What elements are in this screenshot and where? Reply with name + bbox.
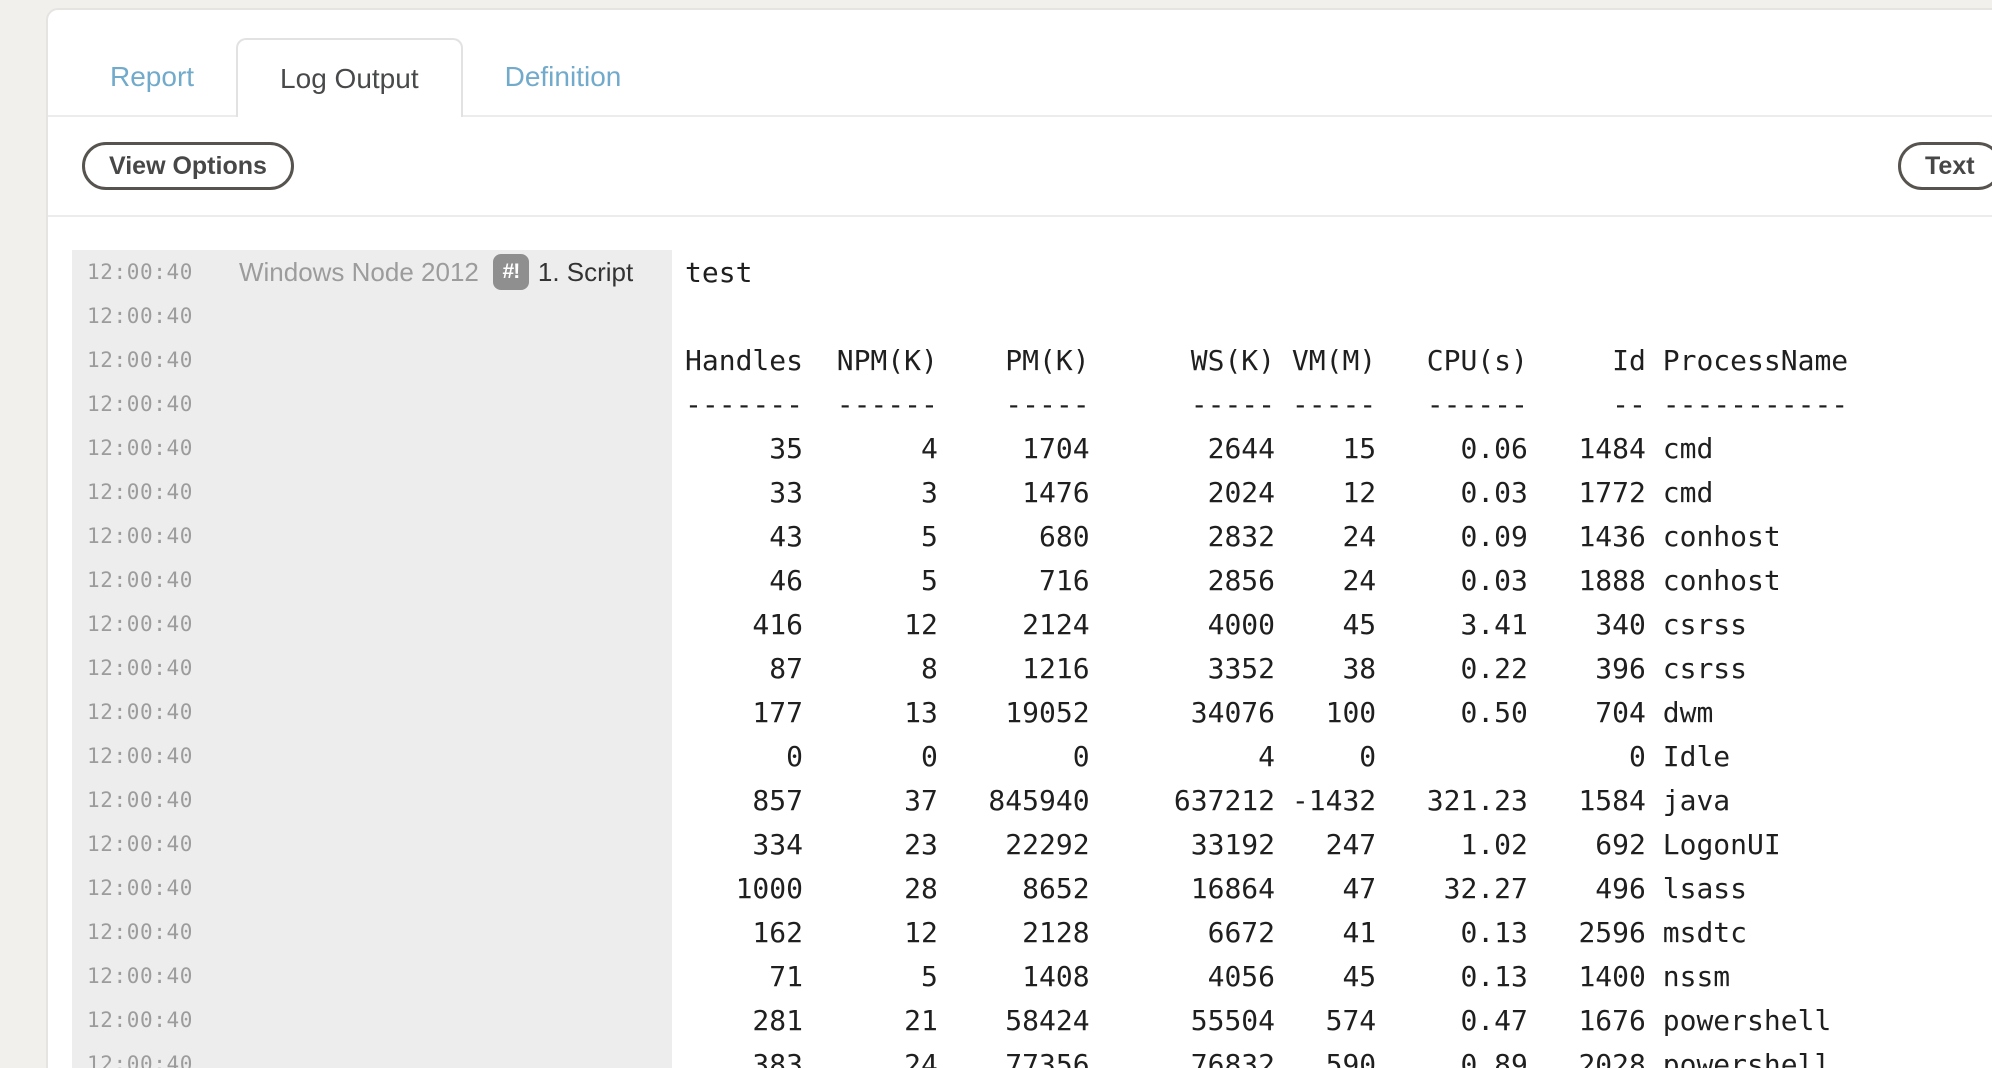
- log-line: 12:00:40 Handles NPM(K) PM(K) WS(K) VM(M)…: [72, 338, 1992, 382]
- timestamp: 12:00:40: [87, 1008, 193, 1032]
- log-text: 416 12 2124 4000 45 3.41 340 csrss: [685, 607, 1748, 641]
- log-line-meta: 12:00:40: [72, 778, 672, 822]
- log-line-meta: 12:00:40: [72, 470, 672, 514]
- timestamp: 12:00:40: [87, 920, 193, 944]
- log-text: 35 4 1704 2644 15 0.06 1484 cmd: [685, 431, 1714, 465]
- timestamp: 12:00:40: [87, 964, 193, 988]
- log-line: 12:00:40 857 37 845940 637212 -1432 321.…: [72, 778, 1992, 822]
- timestamp: 12:00:40: [87, 1052, 193, 1068]
- timestamp: 12:00:40: [87, 392, 193, 416]
- log-line: 12:00:40 0 0 0 4 0 0 Idle: [72, 734, 1992, 778]
- timestamp: 12:00:40: [87, 524, 193, 548]
- timestamp: 12:00:40: [87, 304, 193, 328]
- log-text: 383 24 77356 76832 590 0.89 2028 powersh…: [685, 1047, 1832, 1068]
- log-line-meta: 12:00:40: [72, 558, 672, 602]
- log-line-meta: 12:00:40: [72, 954, 672, 998]
- node-label: Windows Node 2012: [238, 256, 479, 287]
- timestamp: 12:00:40: [87, 832, 193, 856]
- log-text: 87 8 1216 3352 38 0.22 396 csrss: [685, 651, 1748, 685]
- toolbar: View Options Text: [48, 117, 1992, 217]
- log-output: 12:00:40 Windows Node 2012 #! 1. Script test…: [48, 217, 1992, 1068]
- job-group-header[interactable]: 12:00:40 Windows Node 2012 #! 1. Script: [72, 250, 672, 294]
- log-line-meta: 12:00:40: [72, 910, 672, 954]
- tab-report[interactable]: Report: [110, 60, 195, 92]
- timestamp: 12:00:40: [87, 480, 193, 504]
- timestamp: 12:00:40: [87, 568, 193, 592]
- command-text: test: [685, 255, 753, 289]
- timestamp: 12:00:40: [87, 436, 193, 460]
- log-line-meta: 12:00:40: [72, 822, 672, 866]
- log-text: 281 21 58424 55504 574 0.47 1676 powersh…: [685, 1003, 1832, 1037]
- log-line: 12:00:40 46 5 716 2856 24 0.03 1888 conh…: [72, 558, 1992, 602]
- build-panel: Report Log Output Definition View Option…: [46, 8, 1992, 1068]
- log-line-meta: 12:00:40: [72, 338, 672, 382]
- log-line-meta: 12:00:40: [72, 646, 672, 690]
- timestamp: 12:00:40: [87, 788, 193, 812]
- log-line: 12:00:40 43 5 680 2832 24 0.09 1436 conh…: [72, 514, 1992, 558]
- log-line: 12:00:40 71 5 1408 4056 45 0.13 1400 nss…: [72, 954, 1992, 998]
- log-line-meta: 12:00:40: [72, 514, 672, 558]
- log-line: 12:00:40 33 3 1476 2024 12 0.03 1772 cmd: [72, 470, 1992, 514]
- tab-bar: Report Log Output Definition: [48, 10, 1992, 117]
- format-buttons: Text: [1898, 117, 1992, 215]
- timestamp: 12:00:40: [87, 260, 193, 284]
- log-line-meta: 12:00:40: [72, 734, 672, 778]
- log-line: 12:00:40 177 13 19052 34076 100 0.50 704…: [72, 690, 1992, 734]
- timestamp: 12:00:40: [87, 700, 193, 724]
- text-format-button[interactable]: Text: [1898, 142, 1992, 190]
- log-line-meta: 12:00:40: [72, 866, 672, 910]
- log-text: 43 5 680 2832 24 0.09 1436 conhost: [685, 519, 1781, 553]
- log-line: 12:00:40 1000 28 8652 16864 47 32.27 496…: [72, 866, 1992, 910]
- log-line: 12:00:40 87 8 1216 3352 38 0.22 396 csrs…: [72, 646, 1992, 690]
- log-line-meta: 12:00:40: [72, 1042, 672, 1068]
- log-text: 0 0 0 4 0 0 Idle: [685, 739, 1731, 773]
- log-line-meta: 12:00:40: [72, 998, 672, 1042]
- log-line: 12:00:40 Windows Node 2012 #! 1. Script test: [72, 250, 1992, 294]
- log-line-meta: 12:00:40: [72, 602, 672, 646]
- log-text: 334 23 22292 33192 247 1.02 692 LogonUI: [685, 827, 1781, 861]
- log-text: 857 37 845940 637212 -1432 321.23 1584 j…: [685, 783, 1731, 817]
- timestamp: 12:00:40: [87, 656, 193, 680]
- log-text: 162 12 2128 6672 41 0.13 2596 msdtc: [685, 915, 1748, 949]
- log-line: 12:00:40 416 12 2124 4000 45 3.41 340 cs…: [72, 602, 1992, 646]
- timestamp: 12:00:40: [87, 348, 193, 372]
- log-text: 46 5 716 2856 24 0.03 1888 conhost: [685, 563, 1781, 597]
- log-text: 33 3 1476 2024 12 0.03 1772 cmd: [685, 475, 1714, 509]
- log-text: ------- ------ ----- ----- ----- ------ …: [685, 387, 1849, 421]
- log-line: 12:00:40 281 21 58424 55504 574 0.47 167…: [72, 998, 1992, 1042]
- log-line-meta: 12:00:40: [72, 690, 672, 734]
- log-line: 12:00:40: [72, 294, 1992, 338]
- step-label: 1. Script: [537, 256, 634, 287]
- timestamp: 12:00:40: [87, 612, 193, 636]
- log-line: 12:00:40 334 23 22292 33192 247 1.02 692…: [72, 822, 1992, 866]
- script-badge-icon: #!: [492, 254, 529, 290]
- log-line-meta: 12:00:40: [72, 294, 672, 338]
- log-line: 12:00:40 35 4 1704 2644 15 0.06 1484 cmd: [72, 426, 1992, 470]
- tab-definition[interactable]: Definition: [504, 60, 622, 92]
- log-line-meta: 12:00:40: [72, 382, 672, 426]
- tab-log-output[interactable]: Log Output: [236, 38, 463, 117]
- view-options-button[interactable]: View Options: [82, 142, 294, 190]
- log-text: 71 5 1408 4056 45 0.13 1400 nssm: [685, 959, 1731, 993]
- log-line-meta: 12:00:40: [72, 426, 672, 470]
- log-text: 177 13 19052 34076 100 0.50 704 dwm: [685, 695, 1714, 729]
- log-text: Handles NPM(K) PM(K) WS(K) VM(M) CPU(s) …: [685, 343, 1849, 377]
- log-line: 12:00:40 ------- ------ ----- ----- -----…: [72, 382, 1992, 426]
- log-text: 1000 28 8652 16864 47 32.27 496 lsass: [685, 871, 1748, 905]
- timestamp: 12:00:40: [87, 876, 193, 900]
- log-line: 12:00:40 162 12 2128 6672 41 0.13 2596 m…: [72, 910, 1992, 954]
- log-line: 12:00:40 383 24 77356 76832 590 0.89 202…: [72, 1042, 1992, 1068]
- timestamp: 12:00:40: [87, 744, 193, 768]
